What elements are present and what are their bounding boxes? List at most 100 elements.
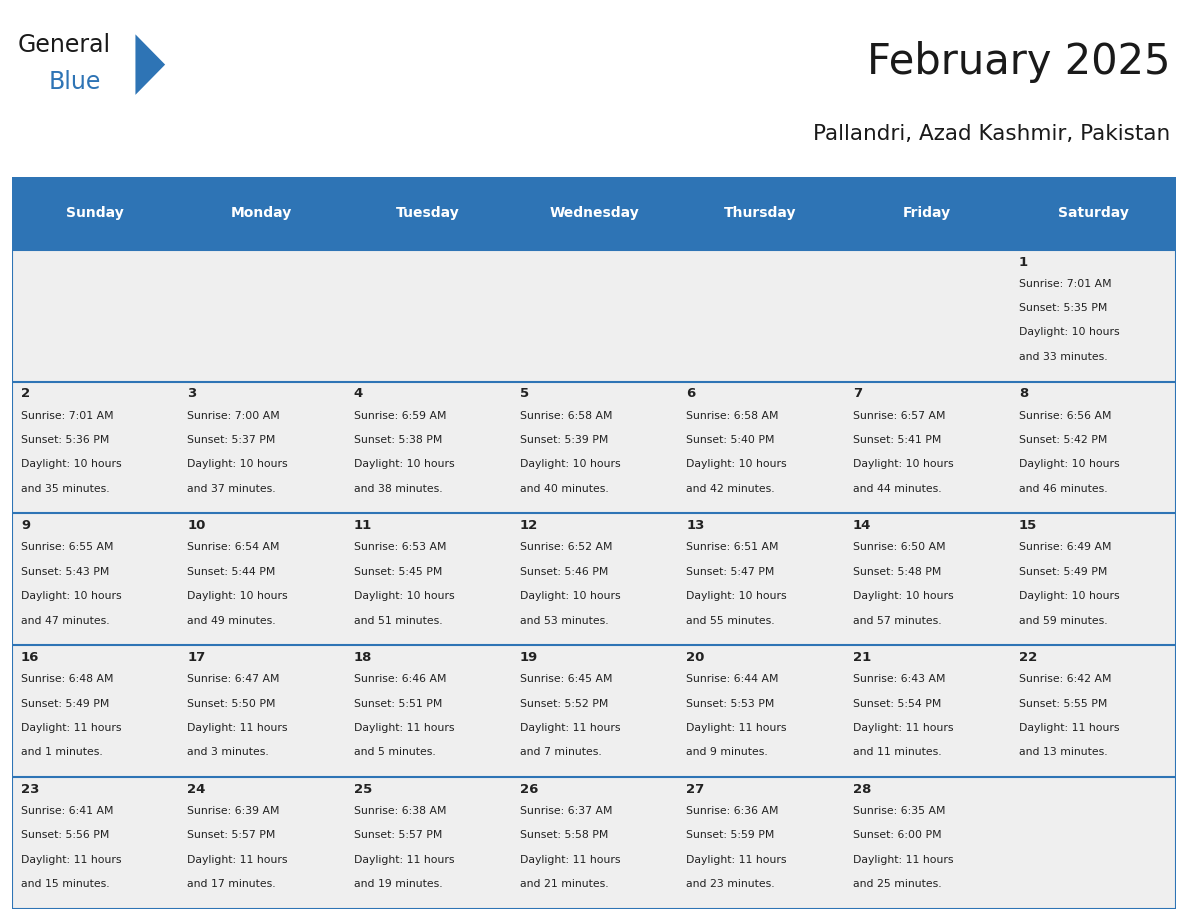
Text: 14: 14 <box>853 520 871 532</box>
Text: Sunset: 5:49 PM: Sunset: 5:49 PM <box>1019 566 1107 577</box>
Text: Daylight: 10 hours: Daylight: 10 hours <box>520 591 620 601</box>
Text: and 33 minutes.: and 33 minutes. <box>1019 352 1107 362</box>
Bar <box>677 513 843 645</box>
Text: 25: 25 <box>354 783 372 796</box>
Text: 11: 11 <box>354 520 372 532</box>
Text: 24: 24 <box>188 783 206 796</box>
Text: Sunset: 5:46 PM: Sunset: 5:46 PM <box>520 566 608 577</box>
Text: 16: 16 <box>21 651 39 664</box>
Text: Daylight: 10 hours: Daylight: 10 hours <box>520 459 620 469</box>
Text: 23: 23 <box>21 783 39 796</box>
Text: and 7 minutes.: and 7 minutes. <box>520 747 602 757</box>
Text: and 47 minutes.: and 47 minutes. <box>21 615 109 625</box>
Text: Blue: Blue <box>49 70 101 94</box>
Text: and 59 minutes.: and 59 minutes. <box>1019 615 1107 625</box>
Bar <box>843 777 1010 909</box>
Text: Daylight: 11 hours: Daylight: 11 hours <box>853 723 953 733</box>
Text: Daylight: 10 hours: Daylight: 10 hours <box>21 459 121 469</box>
Text: 6: 6 <box>687 387 695 400</box>
Bar <box>12 250 178 382</box>
Bar <box>1010 513 1176 645</box>
Text: Daylight: 10 hours: Daylight: 10 hours <box>21 591 121 601</box>
Text: Daylight: 11 hours: Daylight: 11 hours <box>21 723 121 733</box>
Text: 2: 2 <box>21 387 30 400</box>
Bar <box>843 250 1010 382</box>
Text: Daylight: 10 hours: Daylight: 10 hours <box>354 459 454 469</box>
Text: Sunrise: 7:01 AM: Sunrise: 7:01 AM <box>21 410 114 420</box>
Text: 9: 9 <box>21 520 30 532</box>
Bar <box>677 645 843 777</box>
Text: 20: 20 <box>687 651 704 664</box>
Text: Sunrise: 6:54 AM: Sunrise: 6:54 AM <box>188 543 280 553</box>
Text: Sunset: 5:51 PM: Sunset: 5:51 PM <box>354 699 442 709</box>
Polygon shape <box>135 34 165 95</box>
Text: Sunrise: 6:49 AM: Sunrise: 6:49 AM <box>1019 543 1112 553</box>
Text: Sunset: 5:45 PM: Sunset: 5:45 PM <box>354 566 442 577</box>
Text: Daylight: 10 hours: Daylight: 10 hours <box>687 459 786 469</box>
Bar <box>1010 645 1176 777</box>
Bar <box>1010 777 1176 909</box>
Text: February 2025: February 2025 <box>867 41 1170 84</box>
Text: Sunset: 5:35 PM: Sunset: 5:35 PM <box>1019 303 1107 313</box>
Text: Daylight: 10 hours: Daylight: 10 hours <box>853 591 953 601</box>
Bar <box>178 777 345 909</box>
Text: 28: 28 <box>853 783 871 796</box>
Text: and 55 minutes.: and 55 minutes. <box>687 615 775 625</box>
Bar <box>345 513 511 645</box>
Text: 21: 21 <box>853 651 871 664</box>
Text: 27: 27 <box>687 783 704 796</box>
Text: Sunrise: 6:52 AM: Sunrise: 6:52 AM <box>520 543 613 553</box>
Text: Sunset: 5:43 PM: Sunset: 5:43 PM <box>21 566 109 577</box>
Text: Sunrise: 6:45 AM: Sunrise: 6:45 AM <box>520 674 613 684</box>
Bar <box>511 645 677 777</box>
Text: and 21 minutes.: and 21 minutes. <box>520 879 608 890</box>
Text: Sunrise: 6:41 AM: Sunrise: 6:41 AM <box>21 806 114 816</box>
Text: 4: 4 <box>354 387 362 400</box>
Text: Daylight: 10 hours: Daylight: 10 hours <box>354 591 454 601</box>
Bar <box>12 513 178 645</box>
Text: Sunrise: 6:56 AM: Sunrise: 6:56 AM <box>1019 410 1112 420</box>
Bar <box>511 382 677 513</box>
Text: Sunset: 5:40 PM: Sunset: 5:40 PM <box>687 435 775 445</box>
Text: and 40 minutes.: and 40 minutes. <box>520 484 608 494</box>
Text: Wednesday: Wednesday <box>549 207 639 220</box>
Text: Sunset: 5:44 PM: Sunset: 5:44 PM <box>188 566 276 577</box>
Bar <box>843 513 1010 645</box>
Text: and 46 minutes.: and 46 minutes. <box>1019 484 1107 494</box>
Text: Sunset: 5:37 PM: Sunset: 5:37 PM <box>188 435 276 445</box>
Text: Sunday: Sunday <box>67 207 124 220</box>
Text: and 25 minutes.: and 25 minutes. <box>853 879 941 890</box>
Text: Daylight: 11 hours: Daylight: 11 hours <box>188 855 287 865</box>
Bar <box>178 382 345 513</box>
Bar <box>178 250 345 382</box>
Text: and 57 minutes.: and 57 minutes. <box>853 615 941 625</box>
Text: 8: 8 <box>1019 387 1028 400</box>
Text: 17: 17 <box>188 651 206 664</box>
Text: Sunset: 5:57 PM: Sunset: 5:57 PM <box>354 831 442 840</box>
Text: Sunrise: 6:51 AM: Sunrise: 6:51 AM <box>687 543 779 553</box>
Bar <box>178 177 345 250</box>
Bar <box>1010 250 1176 382</box>
Text: Sunrise: 6:35 AM: Sunrise: 6:35 AM <box>853 806 946 816</box>
Bar <box>1010 177 1176 250</box>
Bar <box>345 645 511 777</box>
Text: Sunrise: 6:59 AM: Sunrise: 6:59 AM <box>354 410 447 420</box>
Text: and 23 minutes.: and 23 minutes. <box>687 879 775 890</box>
Text: 26: 26 <box>520 783 538 796</box>
Text: Sunrise: 6:55 AM: Sunrise: 6:55 AM <box>21 543 114 553</box>
Text: Daylight: 11 hours: Daylight: 11 hours <box>354 855 454 865</box>
Bar <box>677 250 843 382</box>
Text: and 51 minutes.: and 51 minutes. <box>354 615 442 625</box>
Text: Sunrise: 6:36 AM: Sunrise: 6:36 AM <box>687 806 779 816</box>
Text: Sunrise: 6:53 AM: Sunrise: 6:53 AM <box>354 543 447 553</box>
Text: Daylight: 11 hours: Daylight: 11 hours <box>21 855 121 865</box>
Text: 15: 15 <box>1019 520 1037 532</box>
Text: Sunset: 5:54 PM: Sunset: 5:54 PM <box>853 699 941 709</box>
Text: Daylight: 11 hours: Daylight: 11 hours <box>520 855 620 865</box>
Bar <box>677 777 843 909</box>
Text: 18: 18 <box>354 651 372 664</box>
Text: Daylight: 11 hours: Daylight: 11 hours <box>520 723 620 733</box>
Bar <box>345 777 511 909</box>
Bar <box>1010 382 1176 513</box>
Text: Sunrise: 6:43 AM: Sunrise: 6:43 AM <box>853 674 946 684</box>
